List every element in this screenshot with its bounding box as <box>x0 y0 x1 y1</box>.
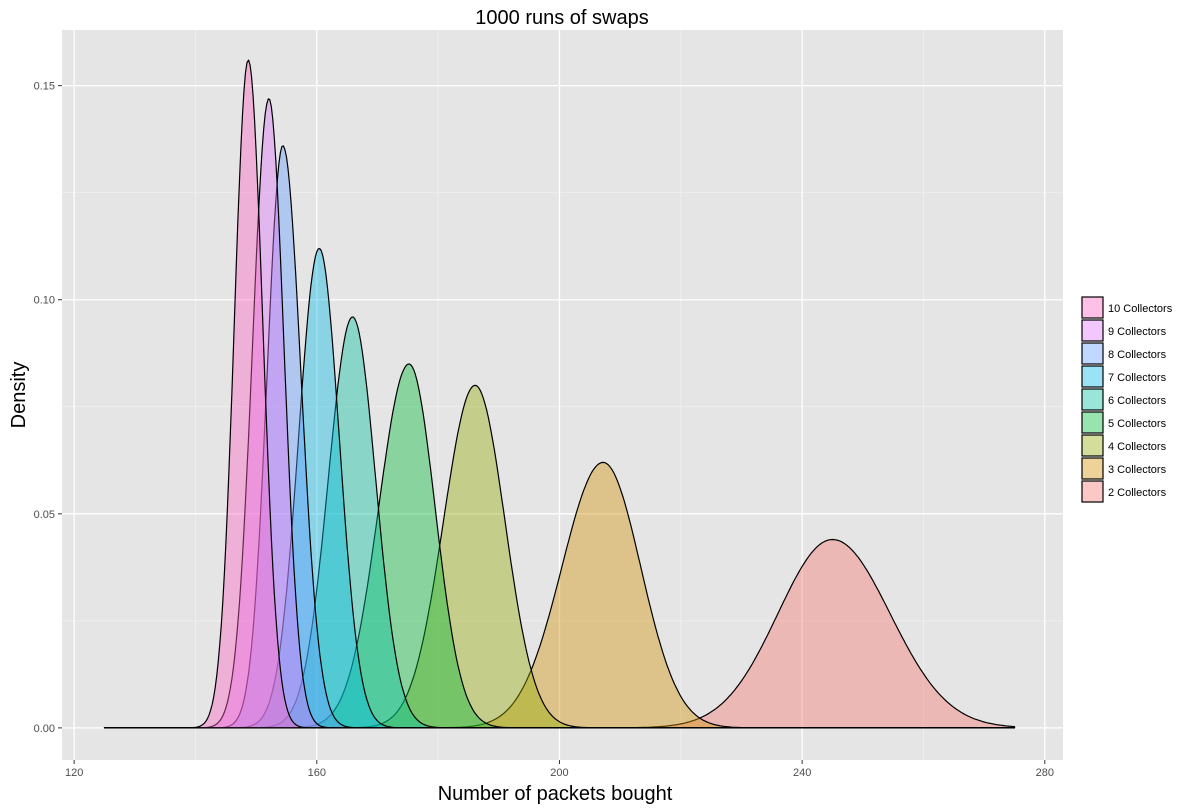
legend-swatch <box>1081 388 1104 411</box>
y-tick-label: 0.15 <box>34 81 55 93</box>
y-axis-label: Density <box>8 362 30 429</box>
legend-label: 6 Collectors <box>1108 395 1167 407</box>
legend-label: 3 Collectors <box>1108 464 1167 476</box>
legend-swatch <box>1081 411 1104 434</box>
legend: 10 Collectors 9 Collectors 8 Collectors 7 C… <box>1081 296 1173 503</box>
legend-label: 7 Collectors <box>1108 372 1167 384</box>
plot-panel <box>62 30 1063 760</box>
y-tick-label: 0.05 <box>34 509 55 521</box>
legend-label: 2 Collectors <box>1108 487 1167 499</box>
legend-swatch <box>1081 480 1104 503</box>
legend-swatch <box>1081 457 1104 480</box>
y-tick-label: 0.00 <box>34 723 55 735</box>
x-tick-label: 240 <box>793 767 811 779</box>
legend-swatch <box>1081 296 1104 319</box>
x-tick-label: 200 <box>550 767 568 779</box>
x-tick-label: 120 <box>65 767 83 779</box>
legend-label: 10 Collectors <box>1108 303 1173 315</box>
x-tick-label: 160 <box>308 767 326 779</box>
chart-title: 1000 runs of swaps <box>475 7 648 29</box>
x-tick-label: 280 <box>1036 767 1054 779</box>
legend-label: 4 Collectors <box>1108 441 1167 453</box>
legend-swatch <box>1081 365 1104 388</box>
legend-swatch <box>1081 434 1104 457</box>
y-tick-label: 0.10 <box>34 295 55 307</box>
density-curve-10-collectors <box>103 59 1016 729</box>
legend-swatch <box>1081 342 1104 365</box>
legend-label: 9 Collectors <box>1108 326 1167 338</box>
x-axis-label: Number of packets bought <box>438 783 673 805</box>
legend-swatch <box>1081 319 1104 342</box>
legend-label: 5 Collectors <box>1108 418 1167 430</box>
legend-label: 8 Collectors <box>1108 349 1167 361</box>
